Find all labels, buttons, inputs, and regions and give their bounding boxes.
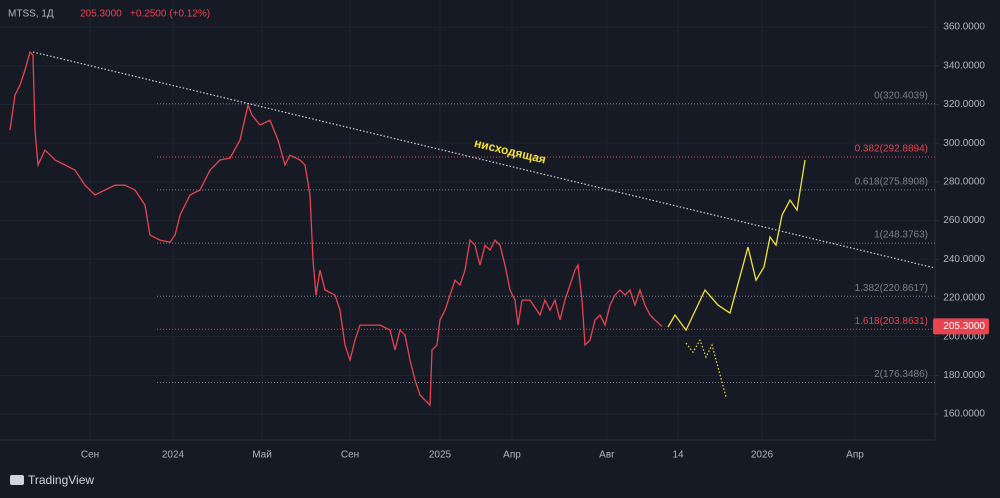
header-change: +0.2500 (+0.12%) [130, 9, 210, 20]
x-tick-label: 2024 [162, 450, 185, 461]
x-tick-label: Сен [341, 450, 359, 461]
x-tick-label: Апр [846, 450, 864, 461]
y-tick-label: 180.0000 [943, 370, 985, 381]
series-line [667, 159, 806, 332]
y-tick-label: 220.0000 [943, 293, 985, 304]
y-tick-label: 360.0000 [943, 22, 985, 33]
series-line [32, 51, 936, 269]
y-tick-label: 200.0000 [943, 331, 985, 342]
x-tick-label: 2025 [429, 450, 452, 461]
y-tick-label: 260.0000 [943, 215, 985, 226]
symbol: MTSS, 1Д [8, 9, 54, 20]
y-tick-label: 340.0000 [943, 60, 985, 71]
logo-icon [10, 475, 24, 485]
last-price-badge [933, 318, 989, 335]
fib-label: 1.382(220.8617) [855, 283, 928, 294]
x-tick-label: 14 [672, 450, 684, 461]
y-tick-label: 320.0000 [943, 99, 985, 110]
y-tick-label: 280.0000 [943, 177, 985, 188]
fib-label: 0(320.4039) [874, 90, 928, 101]
fib-label: 1(248.3763) [874, 230, 928, 241]
series-line [9, 50, 663, 407]
last-price-label: 205.3000 [943, 321, 985, 332]
header-price: 205.3000 [80, 9, 122, 20]
x-tick-label: Апр [503, 450, 521, 461]
y-tick-label: 300.0000 [943, 138, 985, 149]
fib-label: 2(176.3486) [874, 369, 928, 380]
fib-label: 0.618(275.8908) [855, 176, 928, 187]
x-tick-label: 2026 [751, 450, 774, 461]
y-tick-label: 240.0000 [943, 254, 985, 265]
x-tick-label: Май [252, 450, 272, 461]
logo[interactable]: TradingView [10, 473, 94, 487]
footer: TradingView [28, 473, 94, 487]
fib-label: 0.382(292.8894) [855, 144, 928, 155]
x-tick-label: Сен [81, 450, 99, 461]
fib-label: 1.618(203.8631) [855, 316, 928, 327]
y-tick-label: 160.0000 [943, 409, 985, 420]
x-tick-label: Авг [599, 450, 615, 461]
